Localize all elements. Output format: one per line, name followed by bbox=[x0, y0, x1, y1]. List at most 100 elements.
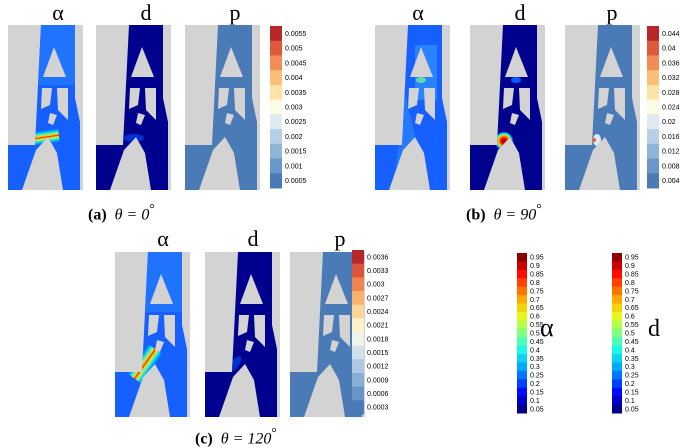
d-colorbar-tick-label: 0.45 bbox=[625, 339, 639, 346]
alpha-colorbar-tick-label: 0.9 bbox=[530, 263, 540, 270]
d-colorbar-tick-label: 0.3 bbox=[625, 364, 635, 371]
panel-c-p-colorbar-swatch bbox=[352, 291, 364, 306]
panel-a-p-colorbar-swatch bbox=[270, 40, 282, 56]
panel-b-p-header: p bbox=[607, 0, 618, 25]
panel-b-p-colorbar-tick-label: 0.032 bbox=[662, 75, 680, 82]
panel-a-p-colorbar-tick-label: 0.004 bbox=[285, 75, 303, 82]
panel-c-p-colorbar-tick-label: 0.003 bbox=[367, 282, 385, 289]
panel-b-p-colorbar-swatch bbox=[647, 158, 659, 174]
d-colorbar-tick-label: 0.2 bbox=[625, 381, 635, 388]
alpha-colorbar-tick-label: 0.55 bbox=[530, 322, 544, 329]
alpha-colorbar-tick-label: 0.15 bbox=[530, 389, 544, 396]
panel-a-p-colorbar-tick-label: 0.0005 bbox=[285, 178, 307, 185]
panel-a-p-colorbar-swatch bbox=[270, 70, 282, 86]
panel-a-p-colorbar-tick-label: 0.005 bbox=[285, 46, 303, 53]
panel-b-degree: ° bbox=[536, 201, 542, 216]
alpha-colorbar-swatch bbox=[517, 396, 527, 406]
alpha-colorbar-tick-label: 0.95 bbox=[530, 255, 544, 262]
panel-a-theta: θ = 0 bbox=[114, 206, 150, 224]
panel-a-p-colorbar-tick-label: 0.003 bbox=[285, 105, 303, 112]
alpha-colorbar-tick-label: 0.25 bbox=[530, 373, 544, 380]
alpha-colorbar-swatch bbox=[517, 328, 527, 338]
panel-b-caption: (b) θ = 90° bbox=[466, 201, 542, 224]
panel-a: α d p 0.00550.0050.00450.0040.00350.0030… bbox=[8, 0, 307, 190]
alpha-colorbar-tick-label: 0.6 bbox=[530, 314, 540, 321]
alpha-colorbar-swatch bbox=[517, 269, 527, 279]
d-colorbar-tick-label: 0.7 bbox=[625, 297, 635, 304]
panel-c-p-colorbar-swatch bbox=[352, 318, 364, 333]
d-colorbar-tick-label: 0.75 bbox=[625, 288, 639, 295]
panel-a-p-colorbar-swatch bbox=[270, 55, 282, 71]
panel-a-p-colorbar-tick-label: 0.0035 bbox=[285, 90, 307, 97]
d-colorbar-swatch bbox=[612, 379, 622, 389]
alpha-colorbar-tick-label: 0.45 bbox=[530, 339, 544, 346]
panel-c-p-colorbar-tick-label: 0.0027 bbox=[367, 295, 389, 302]
alpha-colorbar-tick-label: 0.1 bbox=[530, 398, 540, 405]
d-colorbar-swatch bbox=[612, 404, 622, 414]
panel-b-p-colorbar-swatch bbox=[647, 143, 659, 160]
d-colorbar-swatch bbox=[612, 396, 622, 406]
panel-b-p-colorbar: 0.044 0.04 0.036 0.032 0.028 0.024 0.02 0.016 0.… bbox=[647, 26, 680, 189]
d-colorbar-swatch bbox=[612, 354, 622, 363]
panel-c-p-colorbar-tick-label: 0.0015 bbox=[367, 350, 389, 357]
alpha-colorbar-swatch bbox=[517, 286, 527, 296]
panel-c-alpha-header: α bbox=[157, 226, 169, 251]
panel-b-p-colorbar-swatch bbox=[647, 40, 659, 56]
panel-b-theta: θ = 90 bbox=[493, 206, 537, 224]
d-colorbar-swatch bbox=[612, 303, 622, 313]
alpha-colorbar-swatch bbox=[517, 404, 527, 414]
alpha-colorbar-tick-label: 0.3 bbox=[530, 364, 540, 371]
panel-b-alpha-map bbox=[375, 25, 450, 190]
alpha-colorbar-tick-label: 0.05 bbox=[530, 406, 544, 413]
alpha-colorbar-swatch bbox=[517, 354, 527, 363]
d-colorbar-swatch bbox=[612, 345, 622, 355]
panel-a-p-colorbar: 0.0055 0.005 0.0045 0.004 0.0035 0.003 0.0025 0… bbox=[270, 26, 307, 189]
d-colorbar-tick-label: 0.6 bbox=[625, 314, 635, 321]
d-colorbar-tick-label: 0.35 bbox=[625, 356, 639, 363]
panel-b-d-header: d bbox=[515, 0, 526, 25]
d-colorbar-tick-label: 0.55 bbox=[625, 322, 639, 329]
alpha-colorbar-tick-label: 0.2 bbox=[530, 381, 540, 388]
panel-a-p-colorbar-swatch bbox=[270, 26, 282, 42]
panel-b-p-colorbar-tick-label: 0.016 bbox=[662, 134, 680, 141]
panel-b-p-colorbar-tick-label: 0.024 bbox=[662, 105, 680, 112]
panel-b-label: (b) bbox=[466, 206, 486, 224]
panel-c-p-colorbar-tick-label: 0.0018 bbox=[367, 336, 389, 343]
d-colorbar-swatch bbox=[612, 328, 622, 338]
d-colorbar-tick-label: 0.5 bbox=[625, 331, 635, 338]
d-colorbar-swatch bbox=[612, 253, 622, 262]
panel-a-p-map bbox=[185, 25, 260, 190]
panel-c-caption: (c) θ = 120° bbox=[195, 425, 277, 448]
alpha-legend-symbol: α bbox=[540, 313, 554, 342]
panel-b-p-colorbar-tick-label: 0.028 bbox=[662, 90, 680, 97]
d-colorbar-tick-label: 0.05 bbox=[625, 406, 639, 413]
panel-c-label: (c) bbox=[195, 430, 213, 448]
panel-a-p-colorbar-tick-label: 0.0045 bbox=[285, 60, 307, 67]
panel-a-label: (a) bbox=[88, 206, 107, 224]
alpha-colorbar-swatch bbox=[517, 362, 527, 372]
alpha-colorbar-swatch bbox=[517, 261, 527, 271]
alpha-colorbar-swatch bbox=[517, 303, 527, 313]
panel-c-p-colorbar-tick-label: 0.0009 bbox=[367, 377, 389, 384]
panel-c-p-colorbar-swatch bbox=[352, 373, 364, 388]
d-colorbar-tick-label: 0.8 bbox=[625, 280, 635, 287]
panel-b-p-colorbar-tick-label: 0.004 bbox=[662, 178, 680, 185]
panel-a-p-header: p bbox=[230, 0, 241, 25]
panel-b-p-colorbar-tick-label: 0.02 bbox=[662, 119, 676, 126]
panel-c-p-colorbar-tick-label: 0.0021 bbox=[367, 323, 389, 330]
d-colorbar-swatch bbox=[612, 370, 622, 380]
d-colorbar-tick-label: 0.4 bbox=[625, 347, 635, 354]
d-colorbar-swatch bbox=[612, 286, 622, 296]
panel-a-p-colorbar-swatch bbox=[270, 143, 282, 160]
panel-c-p-colorbar-swatch bbox=[352, 386, 364, 401]
d-colorbar-tick-label: 0.1 bbox=[625, 398, 635, 405]
d-colorbar-tick-label: 0.85 bbox=[625, 272, 639, 279]
d-colorbar-swatch bbox=[612, 311, 622, 321]
d-colorbar-tick-label: 0.95 bbox=[625, 255, 639, 262]
alpha-colorbar-swatch bbox=[517, 337, 527, 347]
alpha-colorbar-swatch bbox=[517, 370, 527, 380]
d-legend-symbol: d bbox=[648, 316, 660, 342]
alpha-colorbar-swatch bbox=[517, 379, 527, 389]
panel-a-alpha-header: α bbox=[52, 0, 64, 25]
alpha-colorbar-tick-label: 0.8 bbox=[530, 280, 540, 287]
